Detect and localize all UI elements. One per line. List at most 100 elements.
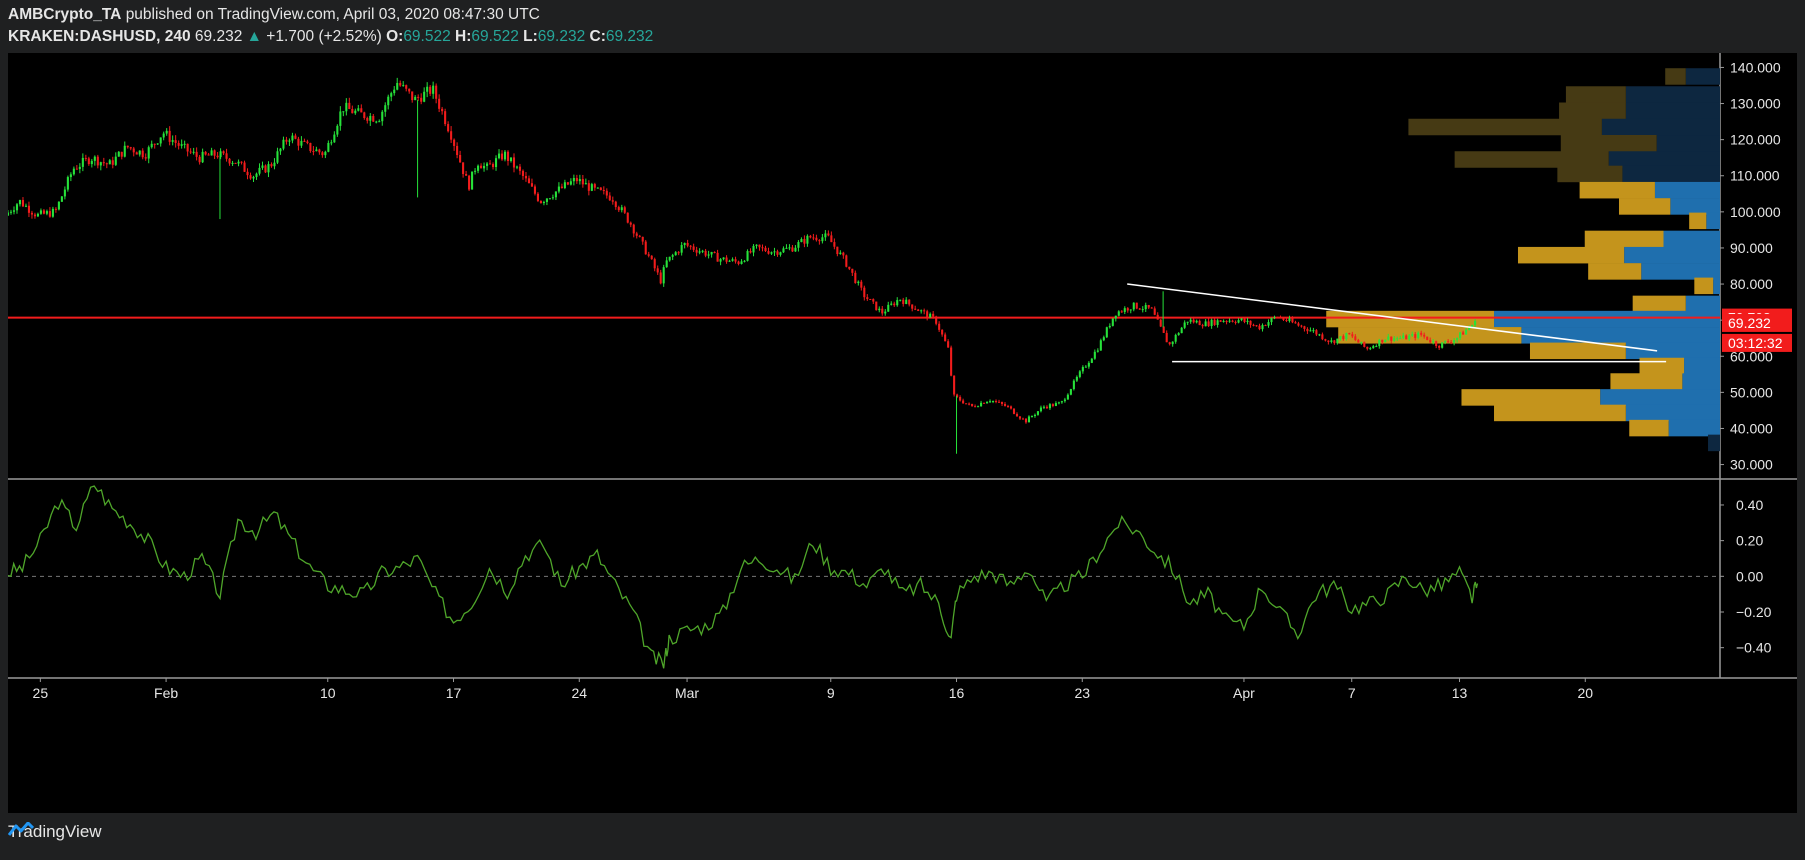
candle-body	[126, 145, 129, 148]
volume-profile-down-bar	[1629, 419, 1669, 437]
chart-area[interactable]: 30.00040.00050.00060.00070.00080.00090.0…	[8, 53, 1797, 813]
candle-body	[1228, 320, 1231, 322]
candle-body	[1111, 318, 1114, 326]
close-label: C:	[589, 28, 606, 45]
volume-profile-down-bar	[1665, 68, 1686, 85]
candle-body	[1186, 321, 1189, 323]
candle-body	[348, 102, 351, 109]
candle-body	[1084, 366, 1087, 368]
candle-body	[1321, 334, 1324, 340]
candle-body	[794, 247, 797, 252]
candle-body	[758, 244, 761, 248]
candle-body	[129, 147, 132, 149]
candle-body	[204, 151, 207, 155]
author-name[interactable]: AMBCrypto_TA	[8, 6, 122, 23]
volume-profile-up-bar	[1708, 434, 1720, 452]
candle-body	[512, 157, 516, 168]
candle-body	[9, 211, 13, 213]
candle-body	[668, 256, 671, 261]
candle-body	[78, 166, 81, 170]
candle-body	[450, 131, 453, 140]
candle-body	[1033, 414, 1037, 417]
candle-body	[162, 133, 165, 138]
candle-body	[620, 207, 623, 211]
candle-body	[51, 208, 54, 217]
candle-body	[411, 91, 414, 101]
candle-body	[201, 151, 204, 163]
candle-body	[336, 125, 339, 135]
candle-body	[1045, 406, 1048, 409]
volume-profile-down-bar	[1559, 102, 1626, 120]
candle-body	[917, 309, 920, 312]
candle-body	[402, 85, 405, 87]
candle-body	[809, 235, 812, 238]
candle-body	[707, 254, 710, 256]
candle-body	[474, 170, 477, 172]
volume-profile-up-bar	[1625, 86, 1720, 103]
candle-body	[767, 251, 770, 254]
price-tick-label: 130.000	[1730, 96, 1781, 112]
candle-body	[614, 201, 617, 208]
candle-body	[1081, 367, 1084, 372]
candle-body	[1126, 308, 1129, 311]
candle-body	[866, 297, 869, 299]
candle-body	[1447, 341, 1450, 343]
candle-body	[1393, 338, 1396, 341]
volume-profile-up-bar	[1625, 404, 1720, 422]
symbol-name[interactable]: KRAKEN:DASHUSD, 240	[8, 28, 191, 45]
candle-body	[189, 151, 192, 153]
candle-body	[1456, 337, 1459, 341]
candle-body	[596, 187, 599, 189]
volume-profile-up-bar	[1682, 373, 1720, 390]
candle-body	[1204, 321, 1207, 327]
time-tick-label: 25	[33, 685, 49, 701]
candle-body	[1258, 325, 1261, 330]
candle-body	[390, 93, 393, 97]
candle-body	[1192, 319, 1195, 323]
candle-body	[264, 165, 267, 173]
candle-body	[468, 175, 471, 190]
candle-body	[1009, 406, 1013, 409]
candle-body	[1354, 336, 1357, 340]
candle-body	[521, 170, 525, 176]
candle-body	[914, 308, 917, 310]
candle-body	[357, 108, 360, 111]
candle-body	[713, 251, 716, 253]
candle-body	[1231, 320, 1234, 322]
candle-body	[581, 179, 584, 185]
candle-body	[132, 148, 135, 153]
candle-body	[135, 152, 138, 155]
candle-body	[315, 149, 318, 152]
candle-body	[893, 303, 896, 306]
candle-body	[21, 200, 25, 207]
candle-body	[1363, 341, 1366, 347]
candle-body	[111, 160, 114, 165]
volume-profile-up-bar	[1624, 246, 1720, 264]
candle-body	[566, 182, 569, 185]
candle-body	[1432, 341, 1435, 343]
candle-body	[674, 252, 677, 256]
candle-body	[1267, 322, 1270, 326]
candle-body	[1441, 342, 1444, 348]
candle-body	[1285, 319, 1288, 322]
candle-body	[932, 313, 935, 317]
candle-body	[991, 400, 995, 402]
candle-body	[650, 255, 653, 260]
candle-body	[108, 160, 111, 165]
candle-body	[752, 245, 755, 253]
candle-body	[1381, 339, 1384, 343]
candle-body	[725, 257, 728, 262]
price-chart-svg[interactable]: 30.00040.00050.00060.00070.00080.00090.0…	[8, 53, 1797, 813]
price-change: +1.700 (+2.52%)	[266, 28, 382, 45]
candle-body	[72, 168, 75, 175]
candle-body	[935, 316, 938, 324]
candle-body	[147, 147, 150, 159]
candle-body	[1342, 336, 1345, 340]
candle-body	[1270, 318, 1273, 323]
candle-body	[776, 251, 779, 255]
candle-body	[423, 91, 426, 102]
candle-body	[896, 300, 899, 306]
candle-body	[294, 135, 297, 139]
price-label-text: 03:12:32	[1728, 335, 1783, 351]
candle-body	[779, 252, 782, 255]
